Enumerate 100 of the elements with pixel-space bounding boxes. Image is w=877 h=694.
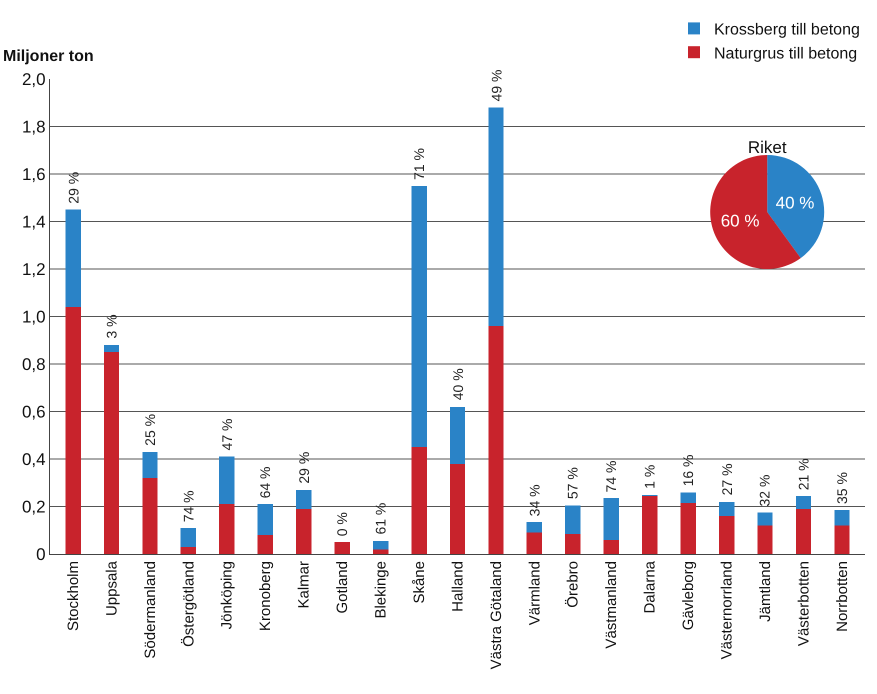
bar (258, 535, 273, 554)
x-tick-label: Kronoberg (257, 561, 274, 632)
y-tick-label: 1,6 (22, 164, 46, 184)
bar (718, 502, 734, 516)
y-tick-label: 1,8 (22, 117, 46, 136)
x-tick-label: Blekinge (372, 561, 390, 619)
bar (334, 542, 350, 554)
bar (757, 512, 773, 526)
x-tick-label: Kalmar (296, 561, 313, 609)
bar (680, 492, 696, 503)
bar (296, 508, 312, 554)
bar (104, 352, 120, 554)
annotation: 25 % (142, 414, 158, 446)
bar (718, 516, 734, 554)
annotation: 49 % (488, 70, 504, 102)
x-tick-label: Uppsala (103, 560, 120, 616)
y-tick-label: 0,2 (22, 497, 46, 516)
chart-title: Riket (748, 138, 787, 157)
data-label: 40 % (776, 193, 814, 212)
y-tick-label: 0 (36, 544, 46, 564)
x-tick-label: Stockholm (64, 561, 82, 632)
x-tick-label: Östergötland (180, 561, 198, 647)
x-tick-label: Västmanland (603, 561, 620, 649)
pie-slice (710, 155, 801, 269)
annotation: 29 % (296, 452, 312, 484)
bar (680, 502, 696, 554)
bar (450, 406, 466, 464)
bar (180, 528, 196, 547)
annotation: 35 % (834, 472, 850, 504)
bar (372, 540, 388, 550)
bar (526, 522, 542, 533)
bar (796, 496, 812, 509)
bar (411, 447, 427, 554)
x-tick-label: Skåne (410, 561, 428, 604)
y-tick-label: 0,8 (22, 354, 46, 374)
bar (604, 540, 619, 554)
bar (834, 526, 850, 554)
annotation: 64 % (257, 466, 274, 498)
x-tick-label: Värmland (526, 561, 544, 626)
y-tick-label: 1,4 (22, 212, 46, 232)
bar (488, 108, 504, 326)
bar (219, 504, 235, 554)
bar (180, 546, 196, 554)
legend-label: Krossberg till betong (714, 22, 860, 39)
x-tick-label: Dalarna (642, 560, 659, 614)
bar (757, 526, 773, 554)
bar (104, 345, 120, 352)
annotation: 34 % (526, 484, 542, 516)
annotation: 47 % (219, 418, 236, 450)
x-tick-label: Västra Götaland (488, 561, 505, 670)
bar (258, 504, 273, 535)
annotation: 40 % (450, 368, 466, 400)
x-tick-label: Jämtland (756, 561, 774, 622)
annotation: 21 % (796, 458, 812, 490)
y-axis-title: Miljoner ton (3, 48, 94, 65)
x-tick-label: Gävleborg (680, 561, 698, 630)
annotation: 71 % (411, 148, 428, 180)
x-tick-label: Gotland (334, 561, 352, 614)
x-tick-label: Västerbotten (795, 561, 812, 646)
annotation: 0 % (334, 512, 350, 536)
bar (488, 326, 504, 554)
x-tick-label: Södermanland (142, 561, 159, 659)
bar (219, 456, 235, 504)
annotation: 29 % (65, 172, 82, 204)
bar (450, 464, 466, 554)
x-tick-label: Västernorrland (718, 561, 736, 660)
bar (642, 496, 658, 554)
bar (142, 452, 158, 478)
bar (296, 490, 312, 509)
x-tick-label: Norrbotten (834, 561, 851, 632)
annotation: 57 % (564, 467, 581, 500)
annotation: 27 % (718, 463, 735, 496)
x-tick-label: Jönköping (218, 561, 236, 630)
legend-label: Naturgrus till betong (714, 45, 858, 62)
y-tick-label: 1,0 (22, 307, 46, 326)
annotation: 74 % (180, 490, 197, 522)
annotation: 16 % (680, 454, 696, 486)
bar (565, 534, 581, 554)
bar (411, 186, 427, 448)
annotation: 3 % (104, 314, 120, 339)
x-tick-label: Örebro (564, 561, 582, 608)
y-tick-label: 0,4 (22, 450, 46, 469)
annotation: 1 % (642, 464, 658, 489)
x-tick-label: Halland (449, 561, 466, 612)
bar (834, 510, 850, 526)
bar (796, 508, 812, 554)
bar (526, 532, 542, 554)
bar (565, 505, 581, 534)
bar (372, 549, 388, 554)
y-tick-label: 0,6 (22, 402, 46, 422)
annotation: 61 % (372, 502, 389, 535)
y-tick-label: 1,2 (22, 260, 46, 279)
y-tick-label: 2,0 (22, 70, 46, 89)
bar (604, 498, 619, 540)
annotation: 74 % (603, 460, 620, 492)
bar (142, 478, 158, 554)
pie-slice (767, 155, 824, 258)
bar (65, 307, 81, 554)
annotation: 32 % (756, 474, 773, 506)
data-label: 60 % (720, 211, 760, 230)
